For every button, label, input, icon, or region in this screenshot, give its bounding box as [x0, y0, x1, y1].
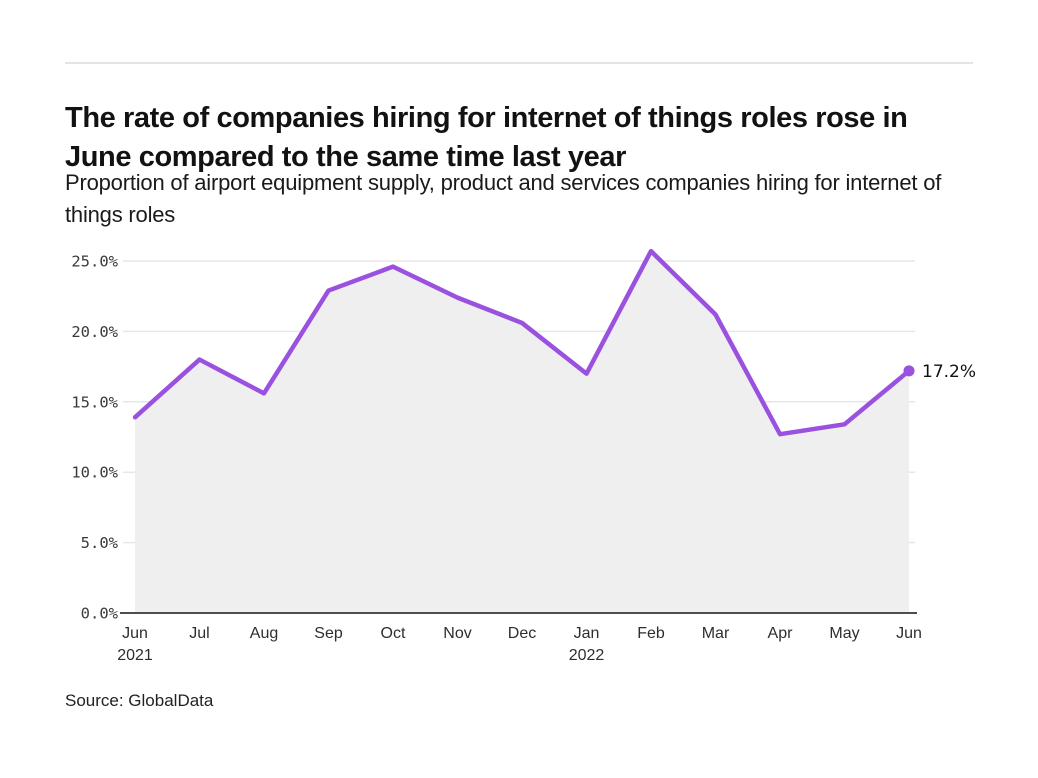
y-tick-label: 5.0% — [81, 534, 119, 552]
x-tick-label: May — [829, 625, 859, 642]
page-title: The rate of companies hiring for interne… — [65, 102, 908, 174]
x-tick-label: Apr — [768, 625, 794, 642]
x-tick-year-label: 2021 — [117, 647, 153, 664]
x-tick-label: Aug — [250, 625, 278, 642]
x-tick-label: Sep — [314, 625, 343, 642]
series-line — [132, 248, 912, 437]
x-tick-label: Jan — [574, 625, 600, 642]
line-chart: 17.2% 0.0% 5.0% 10.0% 15.0% 20.0% 25.0% Jun 2021… — [71, 248, 976, 664]
x-tick-year-label: 2022 — [569, 647, 605, 664]
x-tick-label: Mar — [702, 625, 730, 642]
x-tick-label: Jun — [896, 625, 922, 642]
page-subtitle: Proportion of airport equipment supply, … — [65, 170, 942, 227]
y-tick-label: 25.0% — [71, 253, 118, 271]
series-area — [135, 251, 909, 614]
source-attribution: Source: GlobalData — [65, 691, 214, 710]
end-point-dot — [903, 365, 915, 377]
x-tick-label: Jul — [189, 625, 209, 642]
top-divider — [65, 62, 973, 64]
x-tick-label: Jun — [122, 625, 148, 642]
end-point-label: 17.2% — [922, 362, 976, 382]
x-tick-label: Feb — [637, 625, 665, 642]
x-tick-label: Oct — [381, 625, 406, 642]
y-tick-label: 20.0% — [71, 323, 118, 341]
x-tick-label: Nov — [443, 625, 471, 642]
y-tick-label: 0.0% — [81, 605, 119, 623]
y-tick-label: 10.0% — [71, 464, 118, 482]
y-tick-label: 15.0% — [71, 393, 118, 411]
x-tick-label: Dec — [508, 625, 536, 642]
